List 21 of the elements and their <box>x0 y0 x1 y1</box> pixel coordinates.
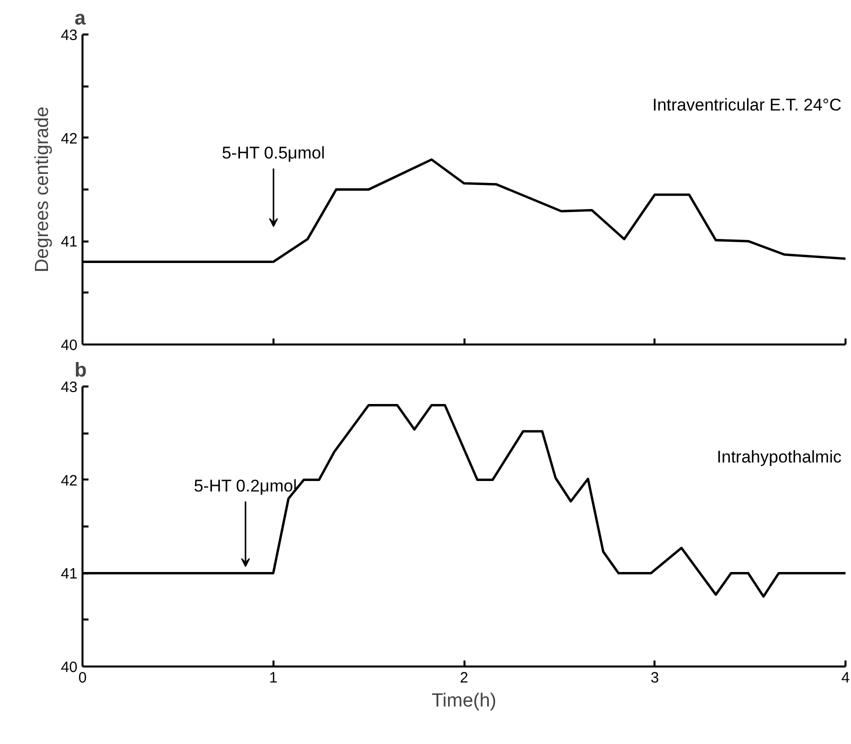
chart-title: a <box>74 8 86 30</box>
y-tick-label: 40 <box>60 337 78 354</box>
x-tick-label: 1 <box>269 670 278 686</box>
chart-title: b <box>74 360 87 382</box>
y-axis-title: Degrees centigrade <box>32 106 53 272</box>
annotation: 5-HT 0.5μmol <box>222 144 325 162</box>
y-tick-label: 43 <box>60 27 78 44</box>
x-axis-title: Time(h) <box>432 690 496 712</box>
y-tick-label: 41 <box>60 566 78 583</box>
x-tick-label: 3 <box>650 670 659 686</box>
x-tick-label: 2 <box>460 670 468 686</box>
y-tick-label: 42 <box>60 130 78 148</box>
y-tick-label: 42 <box>60 472 78 490</box>
y-tick-label: 43 <box>60 379 78 396</box>
x-tick-label: 4 <box>841 670 850 686</box>
annotation: Intrahypothalmic <box>716 448 842 466</box>
y-tick-label: 40 <box>60 659 78 676</box>
annotation: Intraventricular E.T. 24°C <box>652 96 842 114</box>
annotation: 5-HT 0.2μmol <box>194 476 297 496</box>
x-tick-label: 0 <box>78 670 87 686</box>
y-tick-label: 41 <box>60 234 78 251</box>
